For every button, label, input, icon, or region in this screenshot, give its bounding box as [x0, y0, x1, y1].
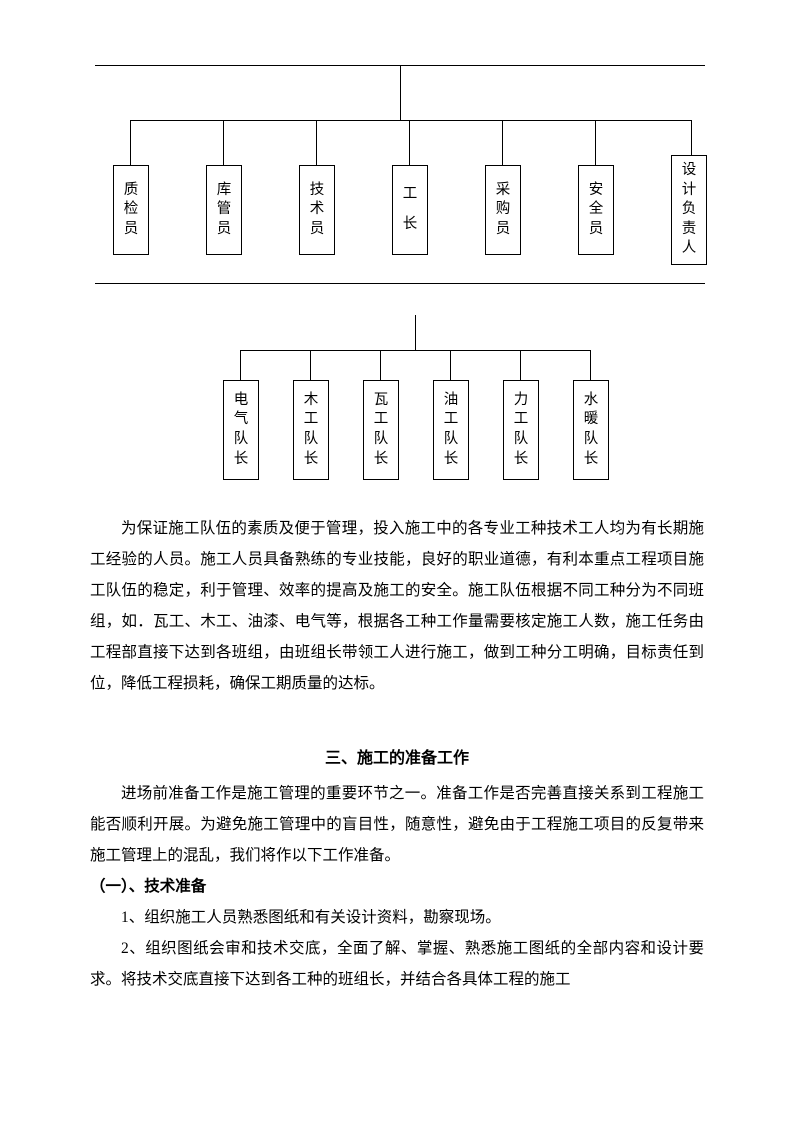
char: 气: [234, 410, 249, 430]
char: 队: [374, 430, 389, 450]
list-item-2: 2、组织图纸会审和技术交底，全面了解、掌握、熟悉施工图纸的全部内容和设计要求。将…: [90, 933, 704, 995]
chart2-drop: [240, 350, 241, 380]
chart1-drop: [409, 120, 410, 165]
chart2-stem: [415, 315, 416, 350]
char: 技: [310, 181, 325, 201]
char: 采: [496, 181, 511, 201]
char: 工: [444, 410, 459, 430]
chart2-drop: [590, 350, 591, 380]
char: 水: [584, 391, 599, 411]
chart2-node: 瓦 工 队 长: [363, 380, 399, 480]
chart1-node: 库 管 员: [206, 165, 242, 255]
char: 质: [124, 181, 139, 201]
chart2-node: 水 暖 队 长: [573, 380, 609, 480]
section-title: 三、施工的准备工作: [90, 744, 704, 768]
chart2-drop: [380, 350, 381, 380]
chart2-connector: [240, 350, 590, 351]
char: 购: [496, 200, 511, 220]
chart1-drop: [595, 120, 596, 165]
char: 安: [589, 181, 604, 201]
char: 长: [374, 450, 389, 470]
chart1-bottom-line: [95, 283, 705, 284]
char: 管: [217, 200, 232, 220]
char: 瓦: [374, 391, 389, 411]
char: 责: [682, 220, 697, 240]
chart1-node: 工 长: [392, 165, 428, 255]
char: 电: [234, 391, 249, 411]
char: 长: [304, 450, 319, 470]
chart2-drop: [450, 350, 451, 380]
char: 负: [682, 200, 697, 220]
chart1-node: 质 检 员: [113, 165, 149, 255]
char: 检: [124, 200, 139, 220]
char: 长: [514, 450, 529, 470]
char: 长: [403, 215, 418, 235]
chart1-connector: [130, 120, 691, 121]
paragraph-2: 进场前准备工作是施工管理的重要环节之一。准备工作是否完善直接关系到工程施工能否顺…: [90, 778, 704, 871]
chart2-node: 木 工 队 长: [293, 380, 329, 480]
chart2-node: 电 气 队 长: [223, 380, 259, 480]
char: 术: [310, 200, 325, 220]
chart1-node: 技 术 员: [299, 165, 335, 255]
chart1-stem: [400, 65, 401, 120]
chart1-node: 设 计 负 责 人: [671, 155, 707, 265]
char: 工: [304, 410, 319, 430]
sub-title: （一）、技术准备: [90, 871, 704, 902]
char: 长: [584, 450, 599, 470]
char: 队: [444, 430, 459, 450]
char: 全: [589, 200, 604, 220]
chart2-drop: [520, 350, 521, 380]
char: 长: [234, 450, 249, 470]
char: 木: [304, 391, 319, 411]
char: 工: [374, 410, 389, 430]
list-item-1: 1、组织施工人员熟悉图纸和有关设计资料，勘察现场。: [90, 902, 704, 933]
char: 员: [124, 220, 139, 240]
org-chart-bottom: 电 气 队 长 木 工 队 长 瓦 工 队 长 油 工 队 长 力 工 队 长 …: [220, 315, 600, 485]
char: 油: [444, 391, 459, 411]
char: 队: [304, 430, 319, 450]
char: 人: [682, 239, 697, 259]
char: 队: [234, 430, 249, 450]
chart1-drop: [316, 120, 317, 165]
org-chart-top: 质 检 员 库 管 员 技 术 员 工 长 采 购 员 安 全 员 设 计 负 …: [95, 65, 705, 285]
chart1-drop: [223, 120, 224, 165]
chart1-drop: [691, 120, 692, 155]
chart1-drop: [130, 120, 131, 165]
char: 长: [444, 450, 459, 470]
paragraph-1: 为保证施工队伍的素质及便于管理，投入施工中的各专业工种技术工人均为有长期施工经验…: [90, 513, 704, 699]
chart1-drop: [502, 120, 503, 165]
char: 队: [584, 430, 599, 450]
chart2-node: 油 工 队 长: [433, 380, 469, 480]
char: 队: [514, 430, 529, 450]
char: 员: [496, 220, 511, 240]
char: 员: [589, 220, 604, 240]
chart2-node: 力 工 队 长: [503, 380, 539, 480]
chart1-node: 采 购 员: [485, 165, 521, 255]
chart1-node: 安 全 员: [578, 165, 614, 255]
char: 库: [217, 181, 232, 201]
char: 工: [514, 410, 529, 430]
char: 员: [217, 220, 232, 240]
char: 暖: [584, 410, 599, 430]
char: 员: [310, 220, 325, 240]
char: 工: [403, 185, 418, 205]
chart2-drop: [310, 350, 311, 380]
char: 计: [682, 181, 697, 201]
char: 力: [514, 391, 529, 411]
char: 设: [682, 161, 697, 181]
